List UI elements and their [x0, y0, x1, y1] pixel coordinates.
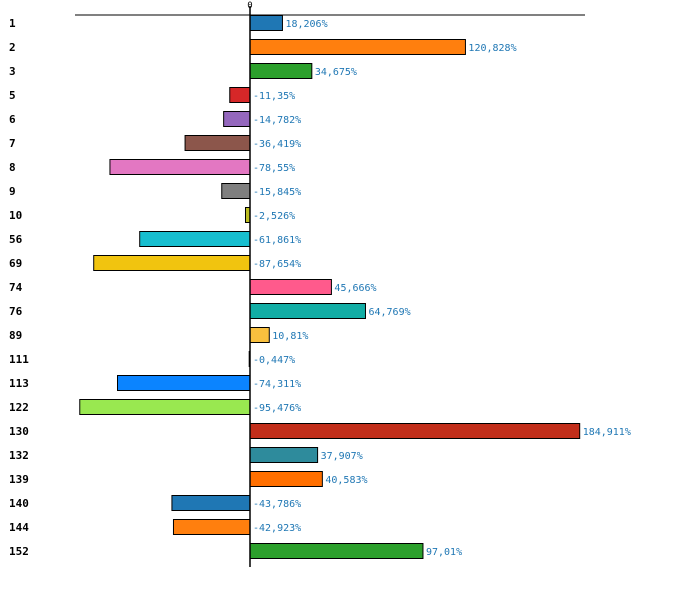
- bar: [249, 279, 332, 295]
- bar-group: 1 18,206% 2 120,828% 3 34,675% 5 -11,35% 6 -14,78…: [9, 15, 631, 559]
- value-label: -2,526%: [253, 211, 295, 222]
- bar: [249, 303, 366, 319]
- value-label: -95,476%: [253, 403, 301, 414]
- bar: [223, 111, 251, 127]
- value-label: 40,583%: [325, 475, 367, 486]
- category-label: 9: [9, 185, 16, 198]
- category-label: 2: [9, 41, 16, 54]
- value-label: -14,782%: [253, 115, 301, 126]
- bar: [79, 399, 251, 415]
- value-label: -11,35%: [253, 91, 295, 102]
- category-label: 113: [9, 377, 29, 390]
- value-label: -15,845%: [253, 187, 301, 198]
- category-label: 76: [9, 305, 23, 318]
- value-label: -43,786%: [253, 499, 301, 510]
- category-label: 56: [9, 233, 23, 246]
- value-label: -42,923%: [253, 523, 301, 534]
- category-label: 130: [9, 425, 29, 438]
- bar: [109, 159, 251, 175]
- value-label: 34,675%: [315, 67, 357, 78]
- category-label: 132: [9, 449, 29, 462]
- value-label: 184,911%: [583, 427, 631, 438]
- value-label: 37,907%: [321, 451, 363, 462]
- category-label: 6: [9, 113, 16, 126]
- category-label: 3: [9, 65, 16, 78]
- bar: [117, 375, 251, 391]
- value-label: 10,81%: [272, 331, 308, 342]
- category-label: 139: [9, 473, 29, 486]
- value-label: 45,666%: [334, 283, 376, 294]
- value-label: 97,01%: [426, 547, 462, 558]
- category-label: 7: [9, 137, 16, 150]
- bar: [93, 255, 251, 271]
- bar: [184, 135, 251, 151]
- bar: [172, 519, 251, 535]
- value-label: 120,828%: [468, 43, 516, 54]
- bar: [249, 39, 466, 55]
- category-label: 152: [9, 545, 29, 558]
- bar: [229, 87, 251, 103]
- bar: [139, 231, 251, 247]
- value-label: -78,55%: [253, 163, 295, 174]
- category-label: 8: [9, 161, 16, 174]
- value-label: -61,861%: [253, 235, 301, 246]
- category-label: 140: [9, 497, 29, 510]
- category-label: 144: [9, 521, 29, 534]
- bar: [249, 543, 424, 559]
- category-label: 10: [9, 209, 22, 222]
- value-label: -36,419%: [253, 139, 301, 150]
- bar: [249, 471, 323, 487]
- category-label: 111: [9, 353, 29, 366]
- category-label: 5: [9, 89, 16, 102]
- value-label: -74,311%: [253, 379, 301, 390]
- bar: [221, 183, 251, 199]
- bar: [249, 63, 313, 79]
- bar: [249, 447, 319, 463]
- bar: [249, 15, 283, 31]
- value-label: 18,206%: [285, 19, 327, 30]
- value-label: 64,769%: [368, 307, 410, 318]
- bar: [249, 423, 581, 439]
- bar: [249, 327, 270, 343]
- category-label: 122: [9, 401, 29, 414]
- category-label: 1: [9, 17, 16, 30]
- value-label: -0,447%: [253, 355, 295, 366]
- bar: [171, 495, 251, 511]
- category-label: 89: [9, 329, 22, 342]
- value-label: -87,654%: [253, 259, 301, 270]
- category-label: 74: [9, 281, 23, 294]
- category-label: 69: [9, 257, 22, 270]
